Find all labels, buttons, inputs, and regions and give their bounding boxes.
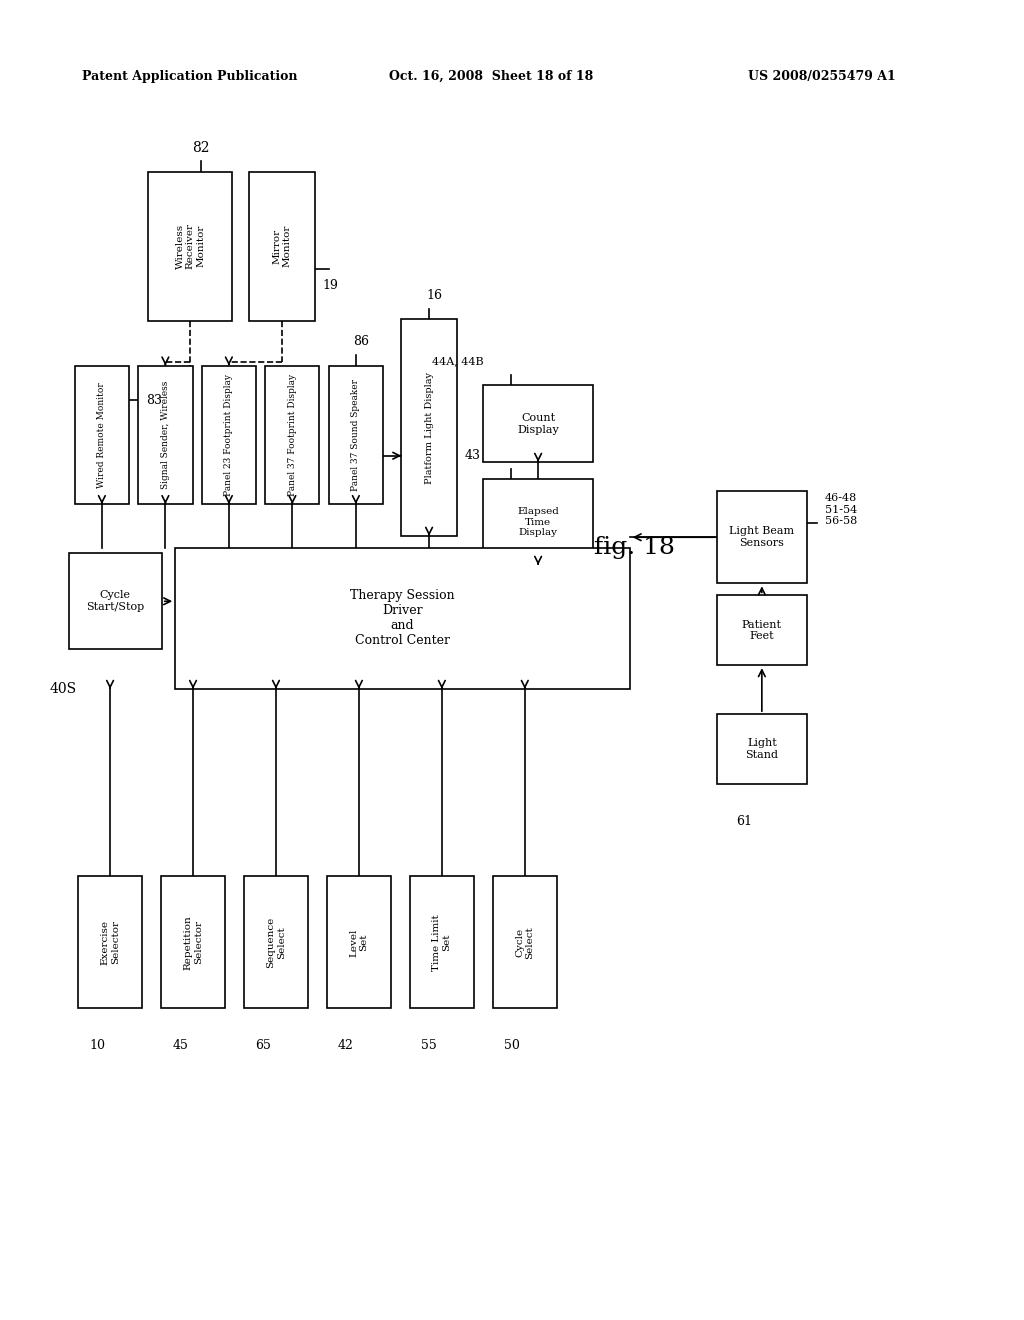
Text: Light Beam
Sensors: Light Beam Sensors	[729, 527, 795, 548]
Bar	[717, 714, 807, 784]
Bar	[161, 876, 225, 1008]
Text: Sequence
Select: Sequence Select	[266, 917, 286, 968]
Text: Wired Remote Monitor: Wired Remote Monitor	[97, 381, 106, 488]
Text: fig. 18: fig. 18	[595, 536, 675, 560]
Text: Mirror
Monitor: Mirror Monitor	[272, 224, 292, 268]
Text: 16: 16	[426, 289, 442, 302]
Text: 50: 50	[504, 1039, 520, 1052]
Text: Exercise
Selector: Exercise Selector	[100, 920, 120, 965]
Text: Time Limit
Set: Time Limit Set	[432, 915, 452, 970]
Bar	[483, 385, 593, 462]
Bar	[175, 548, 630, 689]
Bar	[75, 366, 129, 504]
Bar	[244, 876, 308, 1008]
Text: 65: 65	[255, 1039, 271, 1052]
Text: 61: 61	[736, 814, 752, 828]
Text: Cycle
Start/Stop: Cycle Start/Stop	[86, 590, 144, 612]
Text: 42: 42	[338, 1039, 354, 1052]
Bar	[717, 595, 807, 665]
Text: Panel 23 Footprint Display: Panel 23 Footprint Display	[224, 374, 233, 496]
Text: Signal Sender, Wireless: Signal Sender, Wireless	[161, 380, 170, 490]
Text: Light
Stand: Light Stand	[745, 738, 778, 760]
Text: Elapsed
Time
Display: Elapsed Time Display	[517, 507, 559, 537]
Text: 55: 55	[421, 1039, 437, 1052]
Text: Cycle
Select: Cycle Select	[515, 927, 535, 958]
Text: US 2008/0255479 A1: US 2008/0255479 A1	[748, 70, 895, 83]
Text: Platform Light Display: Platform Light Display	[425, 372, 433, 483]
Bar	[717, 491, 807, 583]
Bar	[483, 479, 593, 565]
Bar	[249, 172, 315, 321]
Bar	[202, 366, 256, 504]
Text: Patent Application Publication: Patent Application Publication	[82, 70, 297, 83]
Bar	[69, 553, 162, 649]
Text: 82: 82	[191, 141, 210, 154]
Text: Level
Set: Level Set	[349, 928, 369, 957]
Text: Wireless
Receiver
Monitor: Wireless Receiver Monitor	[175, 223, 206, 269]
Text: Oct. 16, 2008  Sheet 18 of 18: Oct. 16, 2008 Sheet 18 of 18	[389, 70, 593, 83]
Text: 83: 83	[146, 393, 163, 407]
Bar	[410, 876, 474, 1008]
Bar	[138, 366, 193, 504]
Bar	[148, 172, 232, 321]
Text: 43: 43	[465, 449, 481, 462]
Text: Patient
Feet: Patient Feet	[741, 619, 782, 642]
Bar	[327, 876, 391, 1008]
Text: 46-48
51-54
56-58: 46-48 51-54 56-58	[824, 492, 857, 527]
Bar	[265, 366, 319, 504]
Text: Repetition
Selector: Repetition Selector	[183, 915, 203, 970]
Bar	[78, 876, 142, 1008]
Text: Count
Display: Count Display	[517, 413, 559, 434]
Text: 86: 86	[353, 335, 369, 348]
Text: 45: 45	[172, 1039, 188, 1052]
Text: Panel 37 Footprint Display: Panel 37 Footprint Display	[288, 374, 297, 496]
Text: Panel 37 Sound Speaker: Panel 37 Sound Speaker	[351, 379, 360, 491]
Bar	[401, 319, 457, 536]
Text: 19: 19	[323, 280, 339, 292]
Text: 40S: 40S	[50, 682, 77, 696]
Text: Therapy Session
Driver
and
Control Center: Therapy Session Driver and Control Cente…	[350, 590, 455, 647]
Bar	[329, 366, 383, 504]
Text: 10: 10	[89, 1039, 105, 1052]
Bar	[493, 876, 557, 1008]
Text: 44A, 44B: 44A, 44B	[432, 356, 483, 367]
